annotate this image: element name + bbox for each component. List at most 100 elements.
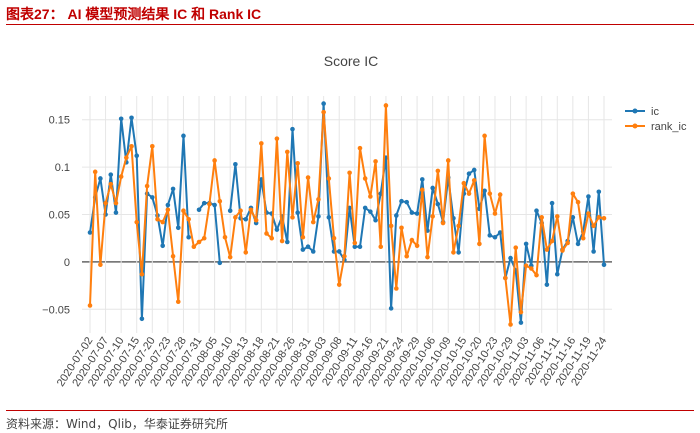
data-point-rank-ic — [596, 215, 602, 220]
data-point-ic — [596, 189, 602, 195]
data-point-ic — [305, 244, 311, 250]
data-point-ic — [362, 205, 368, 211]
data-point-ic — [518, 320, 524, 325]
data-point-ic — [201, 200, 207, 206]
data-point-ic — [575, 241, 581, 247]
data-point-rank-ic — [300, 234, 306, 240]
data-point-rank-ic — [134, 219, 140, 225]
data-point-ic — [233, 161, 238, 167]
data-point-ic — [326, 215, 332, 220]
data-point-ic — [497, 230, 503, 235]
legend-item-ic[interactable]: ic — [651, 106, 659, 118]
data-point-rank-ic — [404, 253, 410, 259]
y-tick-label: 0 — [64, 257, 70, 269]
data-point-rank-ic — [523, 263, 529, 268]
data-point-rank-ic — [414, 243, 420, 249]
data-point-ic — [336, 249, 342, 254]
data-point-ic — [150, 195, 155, 200]
data-point-ic — [139, 316, 145, 322]
data-point-rank-ic — [92, 169, 98, 175]
data-point-ic — [170, 186, 176, 192]
data-point-ic — [601, 262, 607, 268]
data-point-rank-ic — [181, 208, 186, 214]
data-point-rank-ic — [554, 214, 560, 219]
data-point-rank-ic — [129, 143, 134, 149]
data-point-rank-ic — [331, 235, 337, 241]
data-point-ic — [118, 116, 124, 122]
data-point-ic — [160, 243, 165, 249]
data-point-rank-ic — [487, 191, 493, 196]
data-point-rank-ic — [217, 198, 223, 204]
data-point-ic — [175, 225, 181, 231]
data-point-rank-ic — [274, 136, 280, 141]
data-point-ic — [456, 250, 461, 255]
data-point-ic — [430, 185, 435, 191]
legend-marker-ic — [632, 108, 638, 114]
data-point-rank-ic — [326, 176, 332, 181]
data-point-rank-ic — [456, 223, 461, 229]
data-point-rank-ic — [518, 309, 524, 315]
data-point-rank-ic — [212, 158, 217, 163]
data-point-ic — [321, 101, 326, 106]
data-point-rank-ic — [191, 244, 197, 250]
data-point-ic — [165, 202, 171, 208]
data-point-ic — [134, 153, 140, 159]
data-point-rank-ic — [160, 219, 165, 225]
data-point-ic — [544, 282, 550, 287]
data-point-ic — [388, 306, 394, 311]
data-point-rank-ic — [508, 322, 513, 327]
data-point-ic — [435, 201, 441, 207]
data-point-ic — [373, 217, 378, 223]
data-point-rank-ic — [425, 254, 430, 260]
data-point-rank-ic — [430, 214, 435, 219]
data-point-ic — [243, 216, 249, 222]
data-point-rank-ic — [305, 175, 311, 180]
data-point-ic — [466, 171, 472, 177]
legend[interactable]: ic rank_ic — [625, 106, 687, 133]
data-point-rank-ic — [570, 191, 576, 196]
data-point-ic — [284, 239, 290, 245]
figure-title: 图表27： AI 模型预测结果 IC 和 Rank IC — [6, 6, 262, 22]
data-point-rank-ic — [362, 176, 368, 181]
data-point-ic — [394, 213, 399, 218]
data-point-ic — [352, 244, 358, 250]
data-point-ic — [227, 208, 233, 214]
y-tick-label: −0.05 — [42, 304, 70, 316]
data-point-ic — [295, 210, 300, 215]
data-point-ic — [534, 208, 539, 214]
data-point-rank-ic — [492, 211, 498, 216]
data-point-ic — [399, 198, 404, 204]
data-point-rank-ic — [113, 200, 119, 206]
data-point-rank-ic — [357, 145, 363, 151]
data-point-rank-ic — [186, 216, 191, 222]
data-point-rank-ic — [409, 237, 415, 243]
data-point-rank-ic — [310, 219, 316, 225]
data-point-rank-ic — [238, 208, 243, 214]
data-point-rank-ic — [253, 217, 259, 223]
data-point-ic — [487, 233, 493, 238]
data-point-rank-ic — [378, 244, 384, 250]
data-point-rank-ic — [440, 220, 446, 226]
data-point-rank-ic — [279, 238, 285, 244]
y-tick-label: 0.1 — [55, 162, 70, 174]
data-point-rank-ic — [227, 254, 233, 260]
data-point-ic — [186, 234, 191, 240]
data-point-rank-ic — [435, 168, 441, 174]
data-point-rank-ic — [534, 272, 539, 278]
data-point-rank-ic — [165, 207, 171, 213]
legend-item-rank-ic[interactable]: rank_ic — [651, 121, 687, 133]
data-point-rank-ic — [575, 199, 581, 205]
data-point-rank-ic — [155, 216, 160, 222]
data-point-rank-ic — [399, 225, 404, 231]
data-point-ic — [87, 230, 93, 235]
data-point-ic — [129, 115, 134, 121]
data-point-rank-ic — [342, 253, 347, 259]
data-point-rank-ic — [373, 159, 378, 164]
data-point-ic — [274, 227, 280, 232]
data-point-rank-ic — [108, 181, 114, 187]
data-point-ic — [113, 210, 119, 215]
data-point-rank-ic — [196, 239, 202, 245]
source-note: 资料来源：Wind，Qlib，华泰证券研究所 — [6, 417, 228, 431]
data-point-rank-ic — [170, 253, 176, 259]
